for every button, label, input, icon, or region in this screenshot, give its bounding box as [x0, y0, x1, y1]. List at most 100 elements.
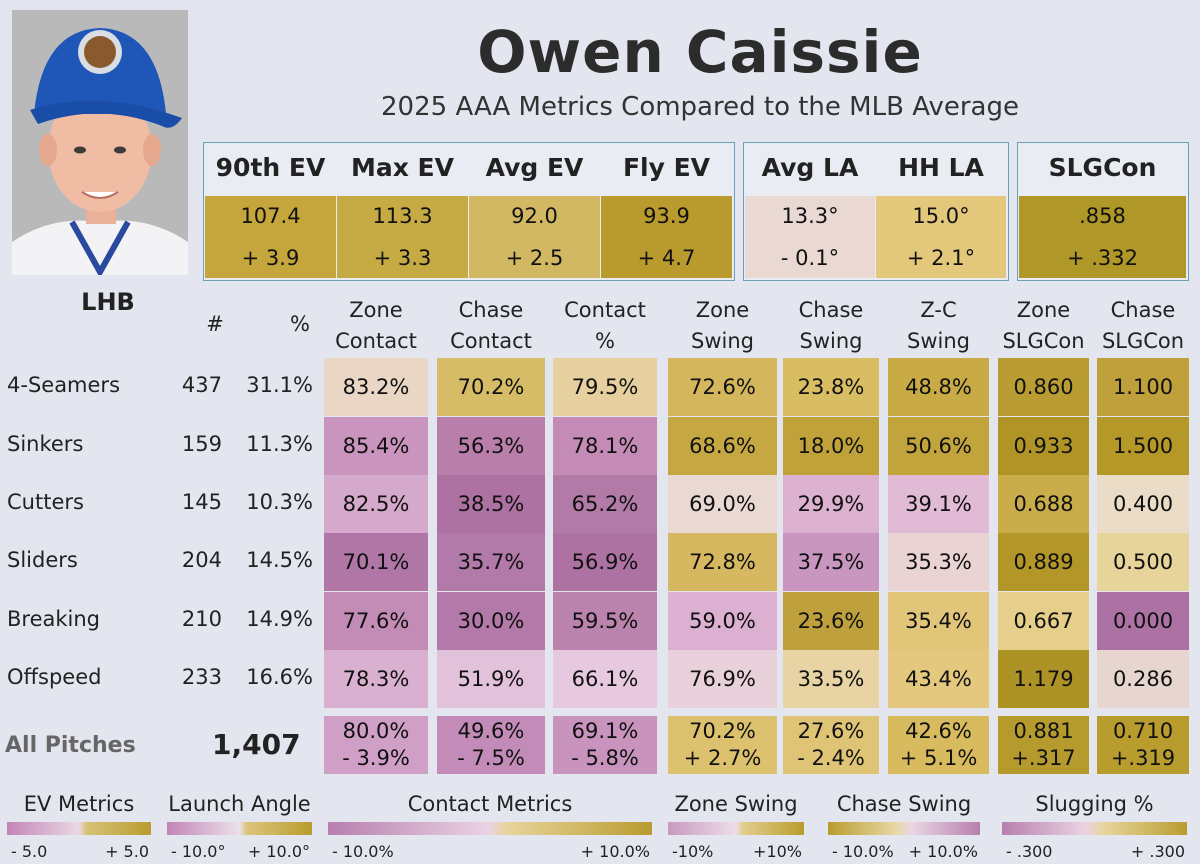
legend-max-zone-swing: +10% [753, 842, 802, 861]
table-cell: 35.7% [437, 533, 545, 591]
column-header: Zone SLGCon [992, 295, 1095, 357]
table-cell: 1.100 [1097, 358, 1189, 416]
all-diff: - 5.8% [571, 746, 639, 770]
column-header-line1: Zone [349, 298, 403, 322]
legend-bar-zone-swing [668, 822, 804, 835]
metric-cell-max-ev: 113.3 + 3.3 [337, 196, 468, 278]
metric-value: .858 [1079, 204, 1126, 228]
column-header-line2: % [595, 329, 615, 353]
metric-value: 13.3° [781, 204, 839, 228]
metric-cell-slgcon: .858 + .332 [1019, 196, 1186, 278]
column-header-line2: Contact [450, 329, 532, 353]
row-label: Offspeed [7, 665, 102, 689]
metric-cell-90th-ev: 107.4 + 3.9 [205, 196, 336, 278]
table-cell: 68.6% [668, 417, 777, 475]
table-cell: 79.5% [553, 358, 657, 416]
column-header-line2: Swing [799, 329, 863, 353]
legend-min-zone-swing: -10% [672, 842, 714, 861]
metric-header-fly-ev: Fly EV [622, 153, 711, 182]
all-diff: +.317 [1011, 746, 1076, 770]
column-header-line2: SLGCon [1002, 329, 1085, 353]
column-header: Chase Contact [431, 295, 551, 357]
table-cell: 0.667 [998, 592, 1089, 650]
all-diff: +.319 [1110, 746, 1176, 770]
legend-max-contact-metrics: + 10.0% [580, 842, 650, 861]
table-cell: 37.5% [783, 533, 879, 591]
all-pitches-cell: 69.1% - 5.8% [553, 716, 657, 774]
metric-value: 92.0 [511, 204, 558, 228]
all-value: 69.1% [571, 719, 639, 743]
column-header: Chase SLGCon [1091, 295, 1195, 357]
all-diff: - 7.5% [457, 746, 525, 770]
table-cell: 48.8% [888, 358, 989, 416]
table-cell: 1.179 [998, 650, 1089, 708]
table-cell: 72.8% [668, 533, 777, 591]
metric-diff: + 2.5 [505, 246, 564, 270]
all-pitches-cell: 0.710 +.319 [1097, 716, 1189, 774]
all-value: 49.6% [457, 719, 525, 743]
column-header-line2: Contact [335, 329, 417, 353]
metric-value: 113.3 [372, 204, 433, 228]
table-cell: 56.9% [553, 533, 657, 591]
legend-title-zone-swing: Zone Swing [674, 792, 798, 816]
all-pitches-cell: 70.2% + 2.7% [668, 716, 777, 774]
metric-header-90th-ev: 90th EV [215, 153, 326, 182]
table-cell: 0.860 [998, 358, 1089, 416]
legend-max-ev-metrics: + 5.0 [105, 842, 149, 861]
table-cell: 76.9% [668, 650, 777, 708]
row-label: Cutters [7, 490, 84, 514]
legend-title-chase-swing: Chase Swing [836, 792, 972, 816]
row-label: Sinkers [7, 432, 84, 456]
all-pitches-cell: 0.881 +.317 [998, 716, 1089, 774]
row-pct: 14.9% [246, 607, 313, 631]
legend-min-ev-metrics: - 5.0 [11, 842, 48, 861]
column-header-line2: SLGCon [1101, 329, 1185, 353]
table-cell: 85.4% [324, 417, 428, 475]
column-header: Zone Contact [318, 295, 434, 357]
table-cell: 59.0% [668, 592, 777, 650]
legend-title-slugging-: Slugging % [1035, 792, 1154, 816]
column-header-line2: Swing [907, 329, 970, 353]
table-cell: 23.6% [783, 592, 879, 650]
column-header-line1: Z-C [920, 298, 957, 322]
all-value: 70.2% [689, 719, 756, 743]
metric-diff: + .332 [1066, 246, 1139, 270]
count-header: # [206, 312, 224, 336]
legend-bar-launch-angle [167, 822, 312, 835]
table-cell: 29.9% [783, 475, 879, 533]
all-diff: + 5.1% [899, 746, 978, 770]
column-header-line2: Swing [691, 329, 754, 353]
all-pitches-label: All Pitches [5, 733, 136, 758]
page-subtitle: 2025 AAA Metrics Compared to the MLB Ave… [381, 92, 1019, 122]
row-count: 210 [181, 607, 222, 631]
all-value: 42.6% [905, 719, 972, 743]
legend-min-launch-angle: - 10.0° [171, 842, 226, 861]
legend-max-chase-swing: + 10.0% [908, 842, 978, 861]
table-cell: 38.5% [437, 475, 545, 533]
table-cell: 59.5% [553, 592, 657, 650]
metric-diff: - 0.1° [780, 246, 840, 270]
row-pct: 16.6% [246, 665, 313, 689]
table-cell: 30.0% [437, 592, 545, 650]
row-label: Breaking [7, 607, 101, 631]
table-cell: 35.3% [888, 533, 989, 591]
table-cell: 66.1% [553, 650, 657, 708]
column-header-line1: Zone [695, 298, 750, 322]
all-value: 0.881 [1013, 719, 1074, 743]
table-cell: 72.6% [668, 358, 777, 416]
all-pitches-cell: 80.0% - 3.9% [324, 716, 428, 774]
column-header: Chase Swing [777, 295, 885, 357]
all-value: 80.0% [342, 719, 410, 743]
table-cell: 0.933 [998, 417, 1089, 475]
metric-header-slgcon: SLGCon [1048, 153, 1157, 182]
metric-diff: + 4.7 [637, 246, 696, 270]
metric-diff: + 3.9 [241, 246, 300, 270]
table-cell: 69.0% [668, 475, 777, 533]
row-count: 437 [181, 373, 222, 397]
legend-bar-contact-metrics [328, 822, 652, 835]
all-value: 0.710 [1112, 719, 1174, 743]
column-header-line1: Chase [1110, 298, 1176, 322]
table-cell: 70.2% [437, 358, 545, 416]
legend-bar-chase-swing [828, 822, 980, 835]
table-cell: 0.286 [1097, 650, 1189, 708]
